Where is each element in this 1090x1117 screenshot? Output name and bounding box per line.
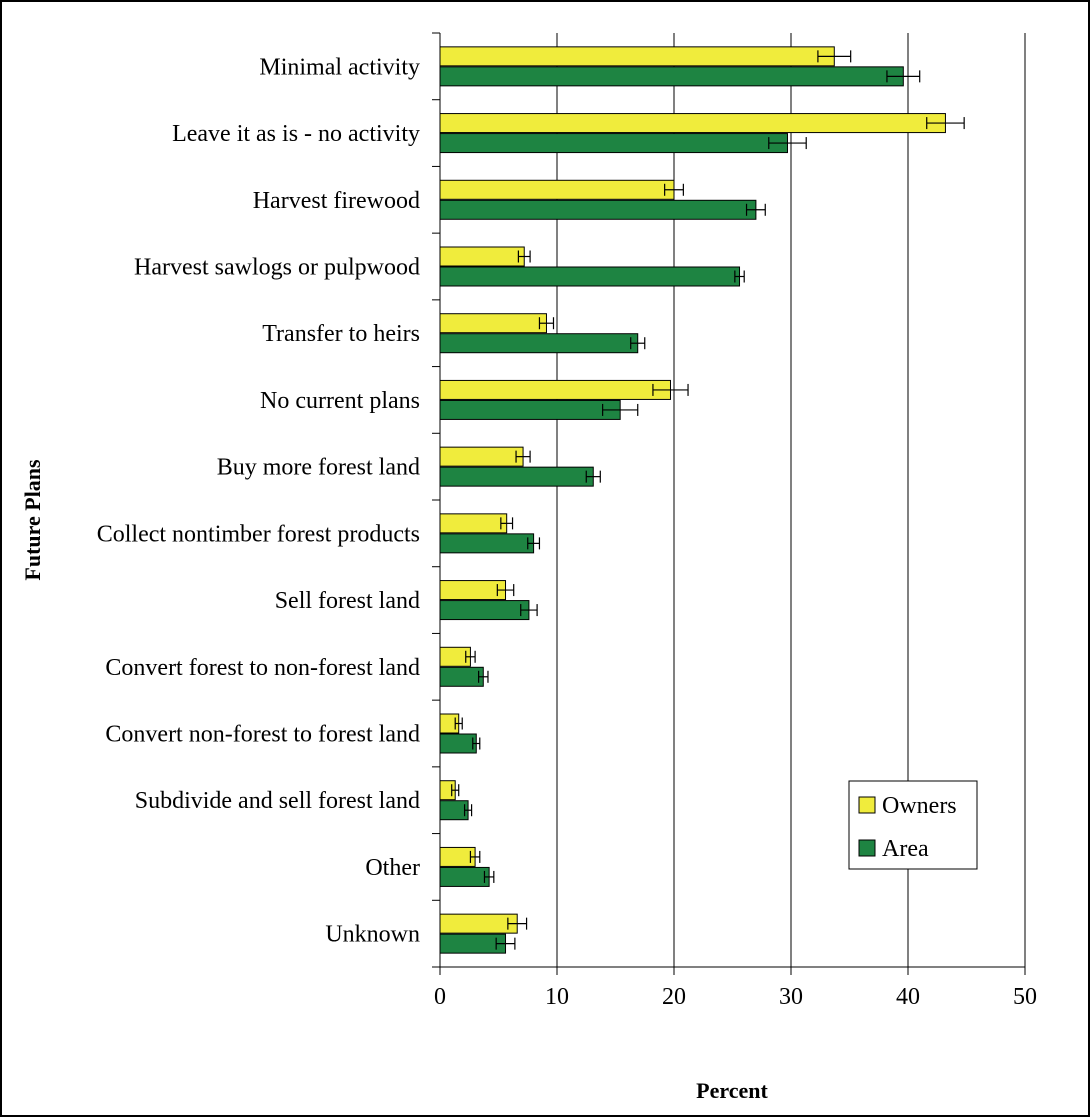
legend: Owners Area [848,780,978,870]
bar-owners [439,580,507,601]
axes [432,32,1026,975]
x-tick-label-50: 50 [1013,984,1037,1010]
bar-owners [439,313,547,334]
x-tick-label-40: 40 [896,984,920,1010]
bar-owners [439,913,518,934]
bar-area [439,466,594,487]
x-tick-label-10: 10 [545,984,569,1010]
error-bar-area [768,137,807,150]
category-label: Subdivide and sell forest land [135,788,420,814]
error-bar-owners [507,917,528,930]
bar-owners [439,113,946,134]
bar-owners [439,513,508,534]
legend-label-owners: Owners [882,793,957,819]
error-bar-owners [652,383,689,396]
error-bar-area [495,937,516,950]
category-label: Convert forest to non-forest land [105,655,420,681]
error-bar-owners [517,250,531,263]
error-bar-area [478,670,489,683]
bar-owners [439,379,671,400]
error-bar-owners [465,650,476,663]
category-label: Minimal activity [259,54,420,80]
bar-area [439,333,639,354]
error-bar-owners [500,517,514,530]
y-axis-title: Future Plans [20,459,45,581]
error-bar-area [472,737,481,750]
error-bar-area [630,337,646,350]
error-bar-owners [515,450,531,463]
bar-area [439,800,469,821]
error-bar-owners [926,117,965,130]
category-label: Collect nontimber forest products [97,521,420,547]
error-bar-area [745,203,766,216]
error-bar-area [527,537,541,550]
bar-owners [439,46,835,67]
bar-owners [439,446,524,467]
error-bar-area [585,470,601,483]
error-bar-owners [664,183,684,196]
category-label: Convert non-forest to forest land [105,722,420,748]
category-label: Other [365,855,420,881]
error-bar-area [602,403,639,416]
error-bar-area [734,270,745,283]
x-tick-label-20: 20 [662,984,686,1010]
error-bar-area [483,870,495,883]
bar-area [439,866,490,887]
error-bar-area [520,604,538,617]
legend-label-area: Area [882,836,929,862]
x-tick-label-0: 0 [434,984,446,1010]
legend-swatch-owners [858,796,876,814]
bar-area [439,600,530,621]
bar-area [439,199,757,220]
bar-owners [439,246,525,267]
error-bar-owners [817,50,852,63]
error-bar-owners [496,584,515,597]
bar-owners [439,179,675,200]
error-bar-owners [454,717,463,730]
bars [439,46,965,954]
error-bar-area [886,70,921,83]
legend-swatch-area [858,839,876,857]
bar-area [439,66,904,87]
category-label: Sell forest land [275,588,420,614]
category-label: Harvest firewood [253,188,420,214]
bar-area [439,266,741,287]
category-label: Unknown [325,922,420,948]
bar-area [439,733,477,754]
labels: 0 10 20 30 40 50 Minimal activity Leave it as i… [97,54,1037,1010]
error-bar-owners [451,784,460,797]
error-bar-owners [538,317,555,330]
x-tick-label-30: 30 [779,984,803,1010]
bar-area [439,399,621,420]
category-label: Buy more forest land [217,455,420,481]
bar-area [439,533,535,554]
category-label: No current plans [260,388,420,414]
category-label: Harvest sawlogs or pulpwood [134,255,420,281]
bar-area [439,133,788,154]
error-bar-area [463,804,473,817]
bar-area [439,666,484,687]
error-bar-owners [469,850,481,863]
category-label: Transfer to heirs [262,321,420,347]
x-axis-title: Percent [696,1078,768,1103]
category-label: Leave it as is - no activity [172,121,420,147]
